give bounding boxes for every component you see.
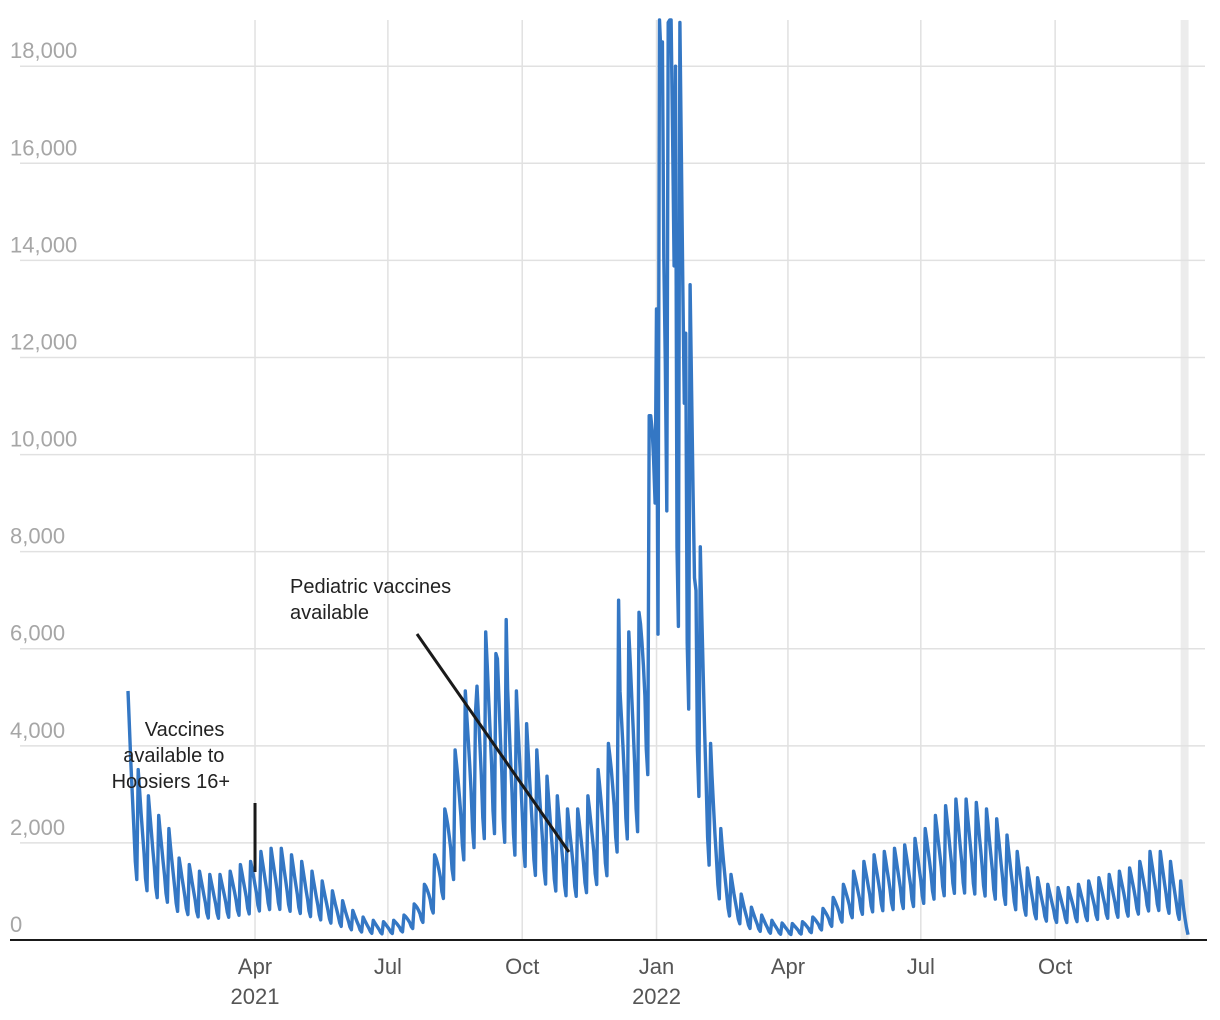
annotation-vaccines-16plus-line-1: Vaccines [145, 719, 225, 741]
y-tick-label: 12,000 [10, 329, 77, 354]
y-tick-label: 4,000 [10, 718, 65, 743]
annotation-vaccines-16plus-line-2: available to [123, 745, 224, 767]
y-tick-label: 18,000 [10, 38, 77, 63]
x-tick-label: Apr [771, 954, 805, 979]
y-tick-label: 8,000 [10, 524, 65, 549]
annotation-vaccines-16plus-line-3: Hoosiers 16+ [112, 771, 230, 793]
x-tick-label: Jan [639, 954, 674, 979]
y-tick-label: 0 [10, 912, 22, 937]
annotation-vaccines-16plus: Vaccines available to Hoosiers 16+ [112, 719, 230, 793]
x-tick-label: Apr [238, 954, 272, 979]
y-tick-label: 10,000 [10, 427, 77, 452]
x-tick-label: Jul [907, 954, 935, 979]
x-tick-year-label: 2021 [231, 984, 280, 1009]
x-tick-label: Oct [1038, 954, 1072, 979]
annotation-pediatric-line-1: Pediatric vaccines [290, 576, 451, 598]
series-line [126, 18, 1190, 937]
annotation-pediatric-vaccines: Pediatric vaccines available [290, 576, 457, 624]
latest-week-band [1180, 20, 1189, 940]
x-tick-label: Jul [374, 954, 402, 979]
y-tick-label: 2,000 [10, 815, 65, 840]
x-tick-year-label: 2022 [632, 984, 681, 1009]
annotation-pediatric-leader [415, 633, 571, 853]
annotation-pediatric-line-2: available [290, 602, 369, 624]
x-tick-label: Oct [505, 954, 539, 979]
y-tick-label: 16,000 [10, 135, 77, 160]
y-tick-label: 14,000 [10, 232, 77, 257]
y-tick-label: 6,000 [10, 621, 65, 646]
